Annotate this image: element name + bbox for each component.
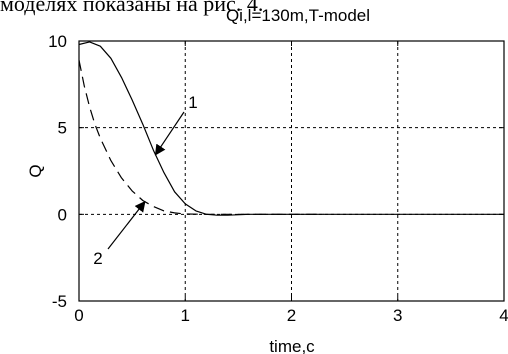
- series-line-2: [78, 59, 324, 215]
- annotation-label-2: 2: [93, 249, 102, 268]
- x-axis-label: time,c: [269, 337, 315, 354]
- annotations: 12: [93, 93, 197, 268]
- x-tick-labels: 0 1 2 3 4: [74, 306, 508, 325]
- x-tick-label: 4: [499, 306, 508, 325]
- y-tick-labels: -5 0 5 10: [48, 32, 67, 311]
- chart-title: Qi,l=130m,T-model: [226, 6, 370, 25]
- annotation-arrow-2: [107, 200, 146, 250]
- y-tick-label: 10: [48, 32, 67, 51]
- annotation-label-1: 1: [188, 93, 197, 112]
- annotation-arrow-1: [154, 111, 185, 156]
- y-tick-label: 5: [58, 119, 67, 138]
- y-tick-label: 0: [58, 205, 67, 224]
- x-tick-label: 2: [287, 306, 296, 325]
- x-tick-label: 0: [74, 306, 83, 325]
- y-tick-label: -5: [52, 292, 67, 311]
- tick-marks: [78, 40, 505, 302]
- x-tick-label: 3: [393, 306, 402, 325]
- series-line-1: [78, 41, 504, 216]
- grid: [79, 41, 504, 301]
- series-group: [78, 41, 504, 216]
- document-caption: моделях показаны на рис. 4.: [0, 0, 264, 16]
- x-tick-label: 1: [181, 306, 190, 325]
- y-axis-label: Q: [26, 164, 45, 177]
